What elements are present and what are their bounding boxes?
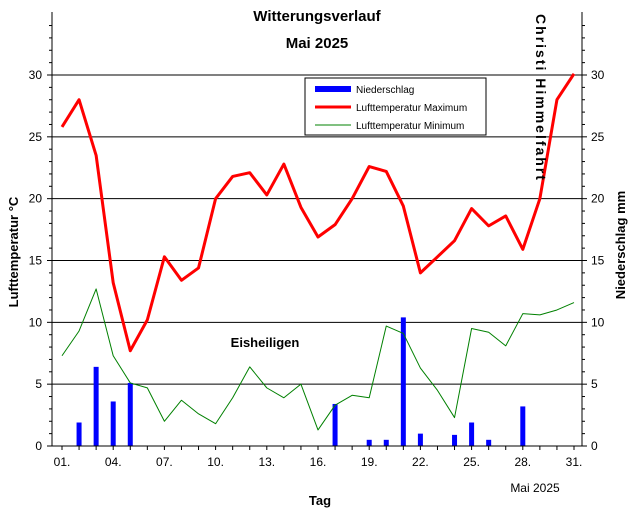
y-tick-label-right: 25 [591,130,605,144]
precipitation-bars [76,317,526,446]
legend-label-tmax: Lufttemperatur Maximum [356,103,467,114]
legend-swatch-precipitation [315,86,351,92]
legend: Niederschlag Lufttemperatur Maximum Luft… [304,77,487,136]
x-tick-label: 22. [412,455,429,469]
chart-subtitle: Mai 2025 [286,35,349,52]
precipitation-bar [452,434,458,446]
x-tick-label: 28. [514,455,531,469]
y-axis-right-label: Niederschlag mm [613,191,628,299]
precipitation-bar [76,422,82,446]
chart-title: Witterungsverlauf [253,8,381,25]
y-tick-label-left: 30 [29,68,43,82]
precipitation-bar [486,439,492,446]
x-tick-label: 16. [310,455,327,469]
legend-label-tmin: Lufttemperatur Minimum [356,121,464,132]
precipitation-bar [469,422,475,446]
precipitation-bar [127,382,133,446]
temperature-lines [60,72,576,431]
precipitation-bar [110,401,116,446]
y-tick-label-left: 0 [35,439,42,453]
precipitation-bar [383,439,389,446]
y-tick-label-right: 20 [591,192,605,206]
x-axis-label: Tag [309,493,331,508]
precipitation-bar [332,403,338,446]
tick-labels: 0 0 5 5 10 10 15 15 20 20 25 25 30 30 01. 04. 07. 10. 13. 1… [29,68,605,469]
precipitation-bar [520,406,526,446]
y-axis-left-label: Lufttemperatur °C [6,196,21,307]
legend-label-precipitation: Niederschlag [356,85,414,96]
precipitation-bar [93,366,99,446]
annotation-eisheiligen: Eisheiligen [231,335,300,350]
tmax-line [60,72,576,353]
y-tick-label-right: 30 [591,68,605,82]
x-tick-label: 13. [258,455,275,469]
y-tick-label-left: 20 [29,192,43,206]
y-tick-label-left: 25 [29,130,43,144]
x-tick-label: 10. [207,455,224,469]
x-tick-label: 19. [361,455,378,469]
axes [47,12,587,450]
y-tick-label-left: 15 [29,254,43,268]
tmin-line [61,288,575,431]
x-tick-label: 07. [156,455,173,469]
precipitation-bar [400,317,406,446]
precipitation-bar [366,439,372,446]
y-tick-label-left: 5 [35,377,42,391]
x-tick-label: 25. [463,455,480,469]
y-tick-label-right: 15 [591,254,605,268]
y-tick-label-left: 10 [29,315,43,329]
x-tick-label: 31. [566,455,583,469]
y-tick-label-right: 10 [591,315,605,329]
y-tick-label-right: 5 [591,377,598,391]
gridlines [52,74,582,385]
annotation-christi-himmelfahrt: Christi Himmelfahrt [533,14,549,182]
x-tick-label: 01. [54,455,71,469]
precipitation-bar [417,433,423,446]
x-tick-label: 04. [105,455,122,469]
y-tick-label-right: 0 [591,439,598,453]
x-axis-month-note: Mai 2025 [510,481,560,495]
